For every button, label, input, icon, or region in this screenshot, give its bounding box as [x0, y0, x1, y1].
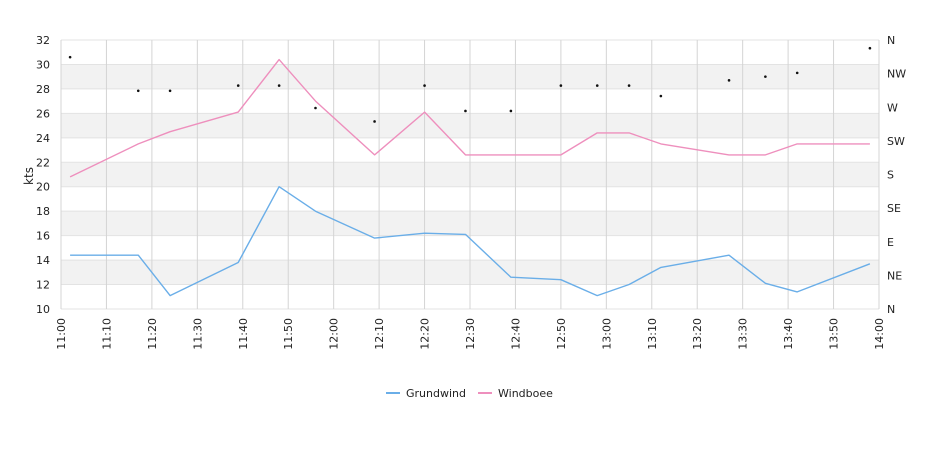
y-tick-label: 18 [36, 205, 50, 218]
x-tick-label: 12:40 [509, 318, 522, 350]
x-tick-label: 12:00 [328, 318, 341, 350]
direction-point [168, 89, 172, 93]
series-lines [69, 58, 871, 297]
grid-lines [60, 39, 880, 310]
direction-point [423, 84, 426, 87]
legend[interactable]: Grundwind Windboee [386, 387, 553, 400]
direction-tick-label: E [887, 236, 894, 249]
direction-point [868, 46, 872, 50]
direction-point [236, 84, 240, 87]
direction-point [627, 84, 631, 87]
legend-label: Windboee [498, 387, 553, 400]
x-tick-label: 11:40 [237, 318, 250, 350]
y-tick-label: 16 [36, 230, 50, 243]
direction-point [314, 106, 317, 110]
y-tick-label: 20 [36, 181, 50, 194]
direction-tick-label: NE [887, 269, 902, 282]
x-tick-label: 13:30 [737, 318, 750, 350]
y-tick-label: 14 [36, 254, 50, 267]
x-tick-label: 14:00 [873, 318, 886, 350]
direction-point [659, 94, 663, 98]
x-tick-label: 12:30 [464, 318, 477, 350]
y-axis-right: N NE E SE S SW W NW N [887, 34, 906, 316]
x-tick-label: 11:30 [191, 318, 204, 350]
direction-point [559, 84, 563, 87]
x-tick-label: 13:50 [828, 318, 841, 350]
direction-tick-label: NW [887, 68, 906, 81]
legend-item-windboee[interactable]: Windboee [478, 387, 553, 400]
direction-point [68, 55, 72, 59]
x-tick-label: 13:40 [782, 318, 795, 350]
x-tick-label: 12:20 [419, 318, 432, 350]
legend-item-grundwind[interactable]: Grundwind [386, 387, 466, 400]
series-line-grundwind [70, 185, 871, 297]
series-line-windboee [69, 58, 870, 178]
x-tick-label: 11:50 [282, 318, 295, 350]
legend-label: Grundwind [406, 387, 466, 400]
y-axis-left: 10 12 14 16 18 20 22 24 26 28 30 32 [36, 34, 50, 316]
direction-point [136, 89, 140, 93]
y-tick-label: 32 [36, 34, 50, 47]
x-tick-label: 11:20 [146, 318, 159, 350]
x-tick-label: 13:20 [691, 318, 704, 350]
direction-point [595, 84, 599, 87]
direction-point [277, 84, 281, 87]
direction-tick-label: S [887, 169, 894, 182]
direction-point [373, 120, 376, 123]
y-axis-title: kts [22, 167, 36, 185]
y-tick-label: 26 [36, 107, 50, 120]
x-tick-label: 12:10 [373, 318, 386, 350]
x-tick-label: 11:00 [55, 318, 68, 350]
direction-point [509, 109, 513, 113]
direction-point [764, 75, 767, 78]
direction-tick-label: SE [887, 202, 901, 215]
y-tick-label: 22 [36, 156, 50, 169]
y-tick-label: 12 [36, 279, 50, 292]
x-tick-label: 11:10 [100, 318, 113, 350]
direction-point [727, 79, 731, 82]
y-tick-label: 24 [36, 132, 50, 145]
direction-tick-label: SW [887, 135, 905, 148]
direction-tick-label: N [887, 303, 895, 316]
direction-point [795, 71, 799, 75]
direction-point [464, 109, 467, 113]
y-tick-label: 28 [36, 83, 50, 96]
y-tick-label: 10 [36, 303, 50, 316]
x-tick-label: 13:00 [600, 318, 613, 350]
direction-tick-label: N [887, 34, 895, 47]
direction-markers [68, 46, 872, 123]
direction-tick-label: W [887, 101, 898, 114]
x-axis: 11:00 11:10 11:20 11:30 11:40 11:50 12:00 12:10… [55, 318, 886, 350]
x-tick-label: 12:50 [555, 318, 568, 350]
y-tick-label: 30 [36, 58, 50, 71]
x-tick-label: 13:10 [646, 318, 659, 350]
